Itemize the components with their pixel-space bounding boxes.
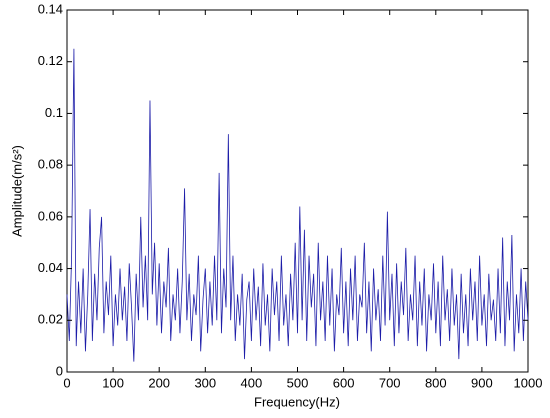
y-tick-label: 0.04	[38, 260, 63, 275]
y-axis-label: Amplitude(m/s²)	[9, 145, 24, 237]
y-tick-label: 0.1	[45, 105, 63, 120]
x-tick-label: 0	[63, 375, 70, 390]
x-tick-label: 200	[148, 375, 170, 390]
y-tick-label: 0.08	[38, 157, 63, 172]
y-tick-label: 0.14	[38, 1, 63, 16]
x-tick-label: 600	[333, 375, 355, 390]
x-tick-label: 100	[102, 375, 124, 390]
x-axis-label: Frequency(Hz)	[254, 394, 340, 409]
y-tick-label: 0.12	[38, 53, 63, 68]
x-tick-label: 500	[287, 375, 309, 390]
y-tick-label: 0	[56, 363, 63, 378]
x-tick-label: 700	[379, 375, 401, 390]
x-tick-label: 800	[425, 375, 447, 390]
x-tick-label: 1000	[514, 375, 543, 390]
x-tick-label: 300	[194, 375, 216, 390]
y-tick-label: 0.02	[38, 312, 63, 327]
y-tick-label: 0.06	[38, 208, 63, 223]
x-tick-label: 400	[241, 375, 263, 390]
x-tick-label: 900	[471, 375, 493, 390]
data-line	[66, 48, 529, 362]
